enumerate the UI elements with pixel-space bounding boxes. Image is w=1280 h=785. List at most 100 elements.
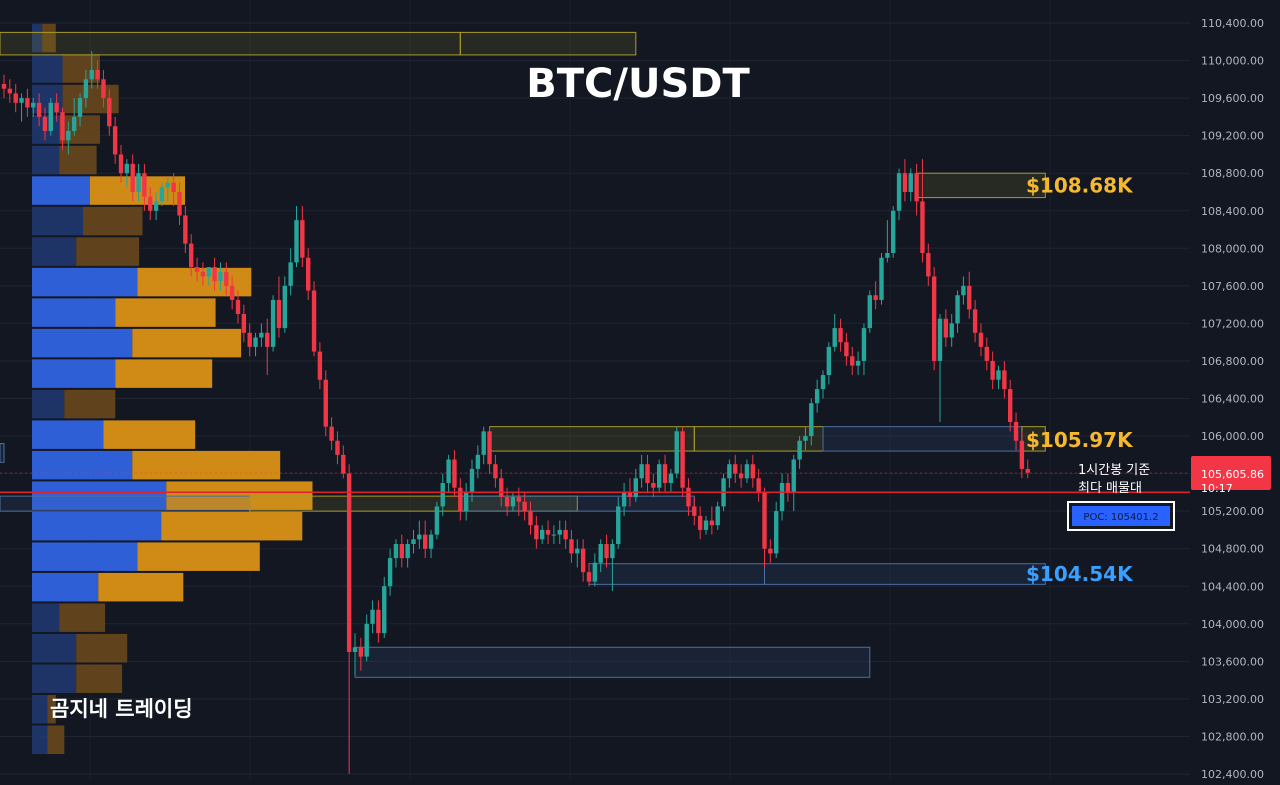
candle (949, 314, 954, 347)
volume-profile-sell (132, 328, 242, 358)
candle (545, 520, 551, 545)
candle (229, 276, 235, 310)
candle-body (335, 440, 340, 455)
supply-zone (249, 495, 578, 512)
candle (405, 539, 410, 568)
volume-profile-sell (137, 542, 260, 571)
supply-zone (489, 426, 695, 452)
candle-body (48, 102, 53, 131)
candle (867, 290, 872, 333)
candle-body (844, 342, 849, 357)
candle (376, 600, 381, 643)
volume-profile-sell (103, 420, 196, 449)
candle-body (873, 295, 878, 300)
candle (1002, 360, 1007, 399)
candle (785, 473, 791, 502)
y-tick-label: 106,000.00 (1201, 430, 1264, 443)
candle-body (189, 243, 194, 268)
candle-body (686, 487, 691, 507)
candle-body (814, 389, 820, 404)
level-label: $108.68K (1026, 173, 1134, 197)
candle (978, 323, 984, 357)
candle (358, 637, 364, 671)
candle-body (317, 351, 323, 380)
candle (276, 276, 282, 338)
candle (990, 351, 995, 390)
y-tick-label: 107,200.00 (1201, 317, 1264, 330)
candle-body (142, 173, 147, 197)
candle (346, 464, 352, 774)
candle-body (1002, 370, 1007, 390)
candle-body (428, 534, 434, 549)
candle-body (31, 102, 36, 108)
candle-body (1, 84, 7, 89)
candle-body (411, 539, 416, 545)
volume-profile-sell (161, 511, 303, 541)
candle (931, 267, 937, 371)
candle-body (797, 440, 802, 460)
volume-profile-sell (132, 450, 281, 480)
volume-profile-sell (76, 237, 140, 266)
candle (522, 492, 527, 521)
candle-body (72, 116, 77, 131)
candle-body (387, 558, 393, 587)
candle-body (967, 285, 972, 310)
candle-body (850, 356, 855, 366)
candle (621, 482, 627, 516)
candle (294, 206, 299, 268)
candle-body (405, 544, 410, 559)
y-tick-label: 106,800.00 (1201, 355, 1264, 368)
y-tick-label: 109,600.00 (1201, 92, 1264, 105)
candle (855, 351, 861, 376)
candle-body (417, 534, 422, 540)
candle (943, 309, 949, 347)
volume-profile-buy (32, 420, 104, 449)
candle-body (949, 323, 954, 338)
poc-note-line1: 1시간봉 기준 (1078, 463, 1150, 478)
candle (791, 454, 796, 512)
y-tick-label: 104,000.00 (1201, 618, 1264, 631)
demand-zone (588, 563, 765, 585)
candle-body (616, 506, 621, 545)
candle-body (346, 473, 352, 652)
poc-box-border (1067, 501, 1175, 531)
candle (604, 534, 609, 568)
candle-body (569, 539, 574, 554)
supply-zone (0, 31, 461, 56)
candle (265, 318, 270, 376)
candle-body (891, 210, 896, 253)
candle-body (77, 98, 83, 117)
candle-body (294, 220, 299, 263)
candle (563, 520, 568, 549)
volume-profile-buy (32, 572, 99, 602)
candle-body (680, 431, 685, 488)
candle-body (955, 295, 960, 324)
candle-body (440, 482, 445, 507)
candle (364, 614, 369, 662)
volume-profile-buy (32, 328, 133, 358)
candle-body (575, 548, 580, 554)
candle (101, 69, 106, 108)
candle-body (323, 379, 328, 427)
demand-zone (764, 563, 1046, 585)
candle (440, 473, 445, 516)
candle-body (36, 102, 42, 117)
candle (996, 365, 1001, 390)
candle-body (779, 482, 785, 512)
candle (598, 539, 603, 573)
volume-profile-sell (115, 298, 216, 327)
candle (31, 98, 36, 117)
candle-body (510, 497, 516, 507)
candle-body (229, 285, 235, 300)
candle-body (95, 69, 100, 80)
candle-body (540, 529, 545, 540)
candle (832, 314, 837, 352)
demand-zone (354, 646, 871, 678)
poc-note-line2: 최다 매물대 (1078, 481, 1142, 496)
candle (224, 262, 229, 296)
candle (142, 163, 147, 211)
candle (434, 501, 440, 540)
candle-body (171, 182, 176, 192)
candle-body (124, 163, 130, 174)
